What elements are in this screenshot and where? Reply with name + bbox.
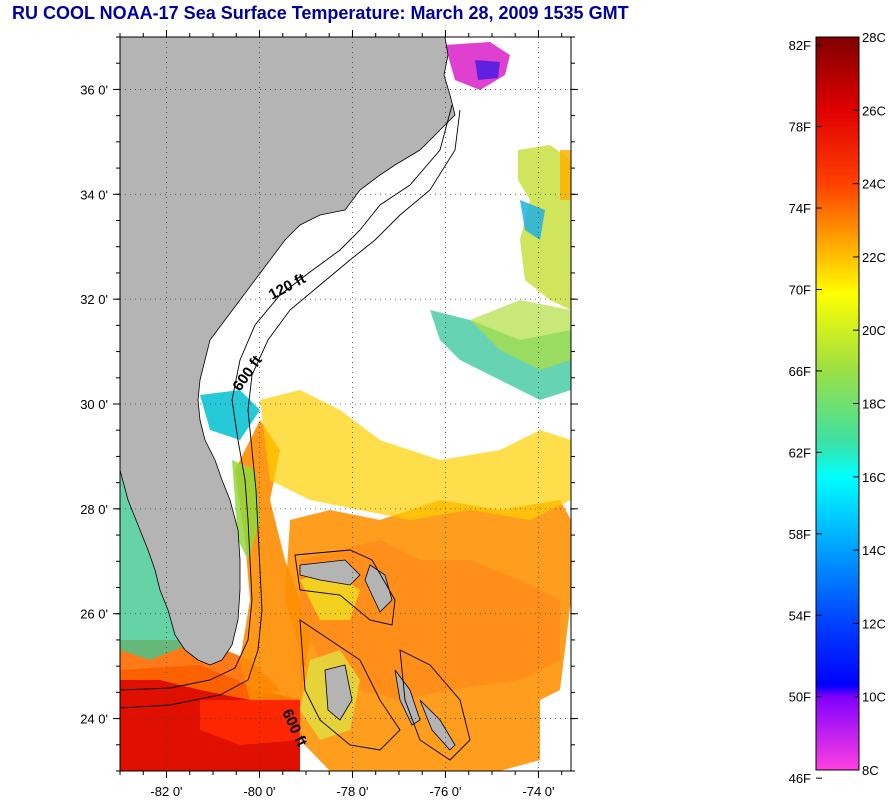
island-andros: [324, 664, 353, 721]
lon-tick-label: -82 0': [150, 784, 182, 799]
lat-tick-label: 24 0': [80, 712, 108, 727]
land-southeast-us: [120, 37, 456, 666]
sst-patch-filament-green: [470, 300, 571, 370]
colorbar-label-f: 70F: [789, 282, 811, 297]
colorbar-label-c: 26C: [862, 103, 886, 118]
colorbar-label-c: 18C: [862, 397, 886, 412]
sst-patch-keys-band: [200, 700, 300, 745]
lat-tick-label: 34 0': [80, 187, 108, 202]
colorbar-label-f: 50F: [789, 690, 811, 705]
colorbar-fahrenheit-labels: 82F 78F 74F 70F 66F 62F 58F 54F 50F 46F: [789, 38, 811, 786]
colorbar-scale: [815, 36, 860, 771]
colorbar-label-c: 8C: [862, 763, 879, 778]
lat-tick-label: 26 0': [80, 607, 108, 622]
colorbar-label-c: 10C: [862, 690, 886, 705]
map-title: RU COOL NOAA-17 Sea Surface Temperature:…: [12, 3, 629, 23]
latitude-labels: 36 0' 34 0' 32 0' 30 0' 28 0' 26 0' 24 0': [80, 82, 108, 726]
lat-tick-label: 28 0': [80, 502, 108, 517]
contour-600ft: [120, 109, 461, 709]
contour-bahamas-2: [299, 619, 401, 751]
colorbar-label-c: 20C: [862, 323, 886, 338]
lat-tick-label: 30 0': [80, 397, 108, 412]
sst-patch-florida-east-green: [232, 460, 260, 560]
contour-120ft: [120, 104, 453, 691]
bahamas-islands: [299, 559, 456, 751]
island-abaco: [364, 564, 393, 613]
colorbar-label-f: 54F: [789, 608, 811, 623]
lon-tick-label: -76 0': [429, 784, 461, 799]
map-content: [120, 37, 571, 771]
sst-patch-ne-cyan: [520, 200, 545, 240]
map-gridlines: [120, 37, 571, 771]
lat-tick-label: 32 0': [80, 292, 108, 307]
sst-patch-filament-north: [430, 310, 571, 400]
colorbar-label-c: 16C: [862, 470, 886, 485]
colorbar-label-f: 82F: [789, 38, 811, 53]
colorbar-label-f: 78F: [789, 120, 811, 135]
island-eleuthera: [394, 669, 421, 726]
colorbar-label-c: 28C: [862, 30, 886, 45]
colorbar-celsius-labels: 28C 26C 24C 22C 20C 18C 16C 14C 12C 10C 8C: [862, 30, 886, 778]
map-panel[interactable]: 120 ft 600 ft 600 ft: [113, 30, 578, 778]
colorbar-label-f: 66F: [789, 364, 811, 379]
sst-patch-ne-green: [518, 145, 571, 310]
map-frame-ticks: [113, 30, 578, 778]
colorbar-ticks: [816, 36, 859, 779]
sst-patch-coastal-cyan: [200, 390, 260, 440]
contour-bahamas-1: [294, 549, 396, 626]
colorbar-label-f: 62F: [789, 445, 811, 460]
contour-bahamas-3: [399, 649, 471, 761]
sst-patch-east-gold: [560, 150, 571, 200]
sst-patch-yellow-north: [260, 390, 571, 520]
colorbar-label-c: 14C: [862, 543, 886, 558]
sst-patch-chesapeake-violet: [475, 60, 500, 80]
colorbar-label-c: 12C: [862, 616, 886, 631]
colorbar-label-f: 46F: [789, 771, 811, 786]
lon-tick-label: -74 0': [522, 784, 554, 799]
colorbar-label-f: 58F: [789, 527, 811, 542]
longitude-labels: -82 0' -80 0' -78 0' -76 0' -74 0': [150, 784, 554, 799]
temperature-colorbar: 82F 78F 74F 70F 66F 62F 58F 54F 50F 46F 28C 26C 24C…: [789, 30, 886, 786]
island-exuma: [419, 699, 456, 751]
colorbar-label-c: 24C: [862, 177, 886, 192]
lon-tick-label: -78 0': [336, 784, 368, 799]
island-grand-bahama: [299, 559, 361, 586]
bathymetry-contours: [120, 104, 471, 761]
colorbar-label-f: 74F: [789, 201, 811, 216]
lat-tick-label: 36 0': [80, 82, 108, 97]
colorbar-label-c: 22C: [862, 250, 886, 265]
lon-tick-label: -80 0': [243, 784, 275, 799]
